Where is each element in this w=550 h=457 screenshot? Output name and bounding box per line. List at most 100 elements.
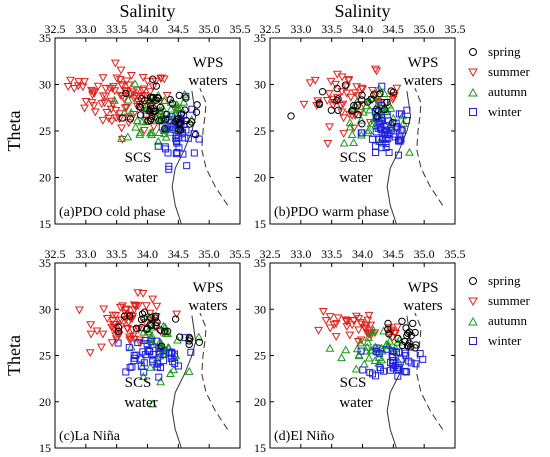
winter-data-point <box>184 134 192 142</box>
summer-data-point <box>349 317 359 325</box>
spring-data-point <box>149 75 157 83</box>
summer-data-point <box>115 303 125 312</box>
summer-data-point <box>321 317 331 326</box>
spring-data-point <box>376 90 384 98</box>
scs-label: water <box>124 395 157 411</box>
wps-label: waters <box>403 73 442 89</box>
wps-reference-curve <box>414 88 444 206</box>
x-tick-label: 34.5 <box>168 247 189 261</box>
legend-marker-square <box>469 337 477 345</box>
winter-data-point <box>153 359 161 367</box>
winter-data-point <box>126 363 134 371</box>
summer-data-point <box>63 83 73 91</box>
winter-data-point <box>357 129 365 137</box>
x-tick-label: 33.0 <box>290 22 311 36</box>
scs-label: SCS <box>125 375 152 391</box>
winter-data-point <box>187 348 195 356</box>
summer-data-point <box>344 77 354 86</box>
summer-data-point <box>366 321 376 330</box>
spring-data-point <box>126 115 135 123</box>
summer-data-point <box>74 306 84 315</box>
spring-data-point <box>142 325 151 334</box>
spring-data-point <box>334 106 342 114</box>
spring-data-point <box>138 310 147 318</box>
x-tick-label: 35.5 <box>230 247 251 261</box>
autumn-data-point <box>368 325 378 334</box>
winter-data-point <box>149 358 157 366</box>
summer-data-point <box>102 108 112 117</box>
axis-title-theta: Theta <box>4 111 24 152</box>
summer-data-point <box>157 74 166 83</box>
winter-data-point <box>144 346 152 354</box>
autumn-data-point <box>138 372 148 381</box>
spring-data-point <box>341 81 350 89</box>
autumn-data-point <box>362 346 371 355</box>
summer-data-point <box>392 84 402 93</box>
panel-d: 32.5 33.0 33.5 34.0 34.5 35.0 35.5 15 20 25 30 35 WP… <box>254 247 466 455</box>
y-tick-label: 25 <box>39 124 51 138</box>
summer-data-point <box>314 326 324 335</box>
x-tick-label: 35.5 <box>230 22 251 36</box>
spring-data-point <box>191 130 200 139</box>
y-tick-label: 20 <box>39 395 51 409</box>
summer-data-point <box>133 289 143 298</box>
winter-data-point <box>137 362 145 370</box>
legend-marker-triangle-up <box>468 87 478 97</box>
spring-data-point <box>152 82 161 90</box>
x-tick-label: 33.5 <box>321 247 342 261</box>
spring-data-point <box>160 327 169 336</box>
summer-data-point <box>81 97 91 106</box>
spring-data-point <box>357 96 366 104</box>
spring-data-point <box>333 84 341 93</box>
summer-data-point <box>172 310 182 319</box>
summer-data-point <box>332 70 342 79</box>
summer-data-point <box>117 81 126 89</box>
winter-data-point <box>378 82 386 90</box>
winter-data-point <box>190 130 198 138</box>
spring-data-point <box>348 106 357 115</box>
x-tick-label: 34.0 <box>137 247 158 261</box>
summer-data-point <box>116 66 126 75</box>
legend-marker-triangle-down <box>468 297 478 307</box>
winter-data-point <box>372 149 380 157</box>
autumn-data-point <box>166 104 176 113</box>
spring-data-point <box>398 341 407 350</box>
summer-data-point <box>322 96 332 105</box>
x-tick-label: 34.5 <box>383 22 404 36</box>
summer-data-point <box>125 336 135 345</box>
wps-label: WPS <box>193 55 224 71</box>
y-tick-label: 25 <box>254 349 266 363</box>
x-tick-label: 33.5 <box>106 247 127 261</box>
autumn-data-point <box>345 118 355 127</box>
spring-data-point <box>187 118 196 126</box>
summer-data-point <box>372 67 382 76</box>
winter-data-point <box>372 142 380 150</box>
winter-data-point <box>392 119 400 127</box>
spring-data-point <box>384 325 392 333</box>
autumn-data-point <box>356 338 365 347</box>
axis-title-salinity: Salinity <box>334 1 390 21</box>
panel-label: (d)El Niño <box>274 429 334 444</box>
x-tick-label: 34.0 <box>137 22 158 36</box>
summer-data-point <box>138 73 148 82</box>
spring-data-point <box>136 103 145 112</box>
x-tick-label: 33.0 <box>290 247 311 261</box>
spring-data-point <box>354 110 362 119</box>
spring-data-point <box>358 120 366 128</box>
winter-data-point <box>372 372 380 380</box>
summer-data-point <box>88 91 97 100</box>
summer-data-point <box>122 324 132 333</box>
summer-data-point <box>117 124 127 133</box>
spring-data-point <box>383 98 391 107</box>
summer-data-point <box>127 326 137 335</box>
x-tick-label: 32.5 <box>45 22 66 36</box>
summer-data-point <box>339 114 349 123</box>
spring-data-point <box>151 312 160 320</box>
spring-data-point <box>315 99 323 107</box>
axis-title-salinity: Salinity <box>119 1 175 21</box>
summer-data-point <box>141 302 151 311</box>
autumn-data-point <box>377 355 387 364</box>
winter-data-point <box>130 352 138 360</box>
spring-data-point <box>137 315 146 324</box>
summer-data-point <box>328 101 338 110</box>
